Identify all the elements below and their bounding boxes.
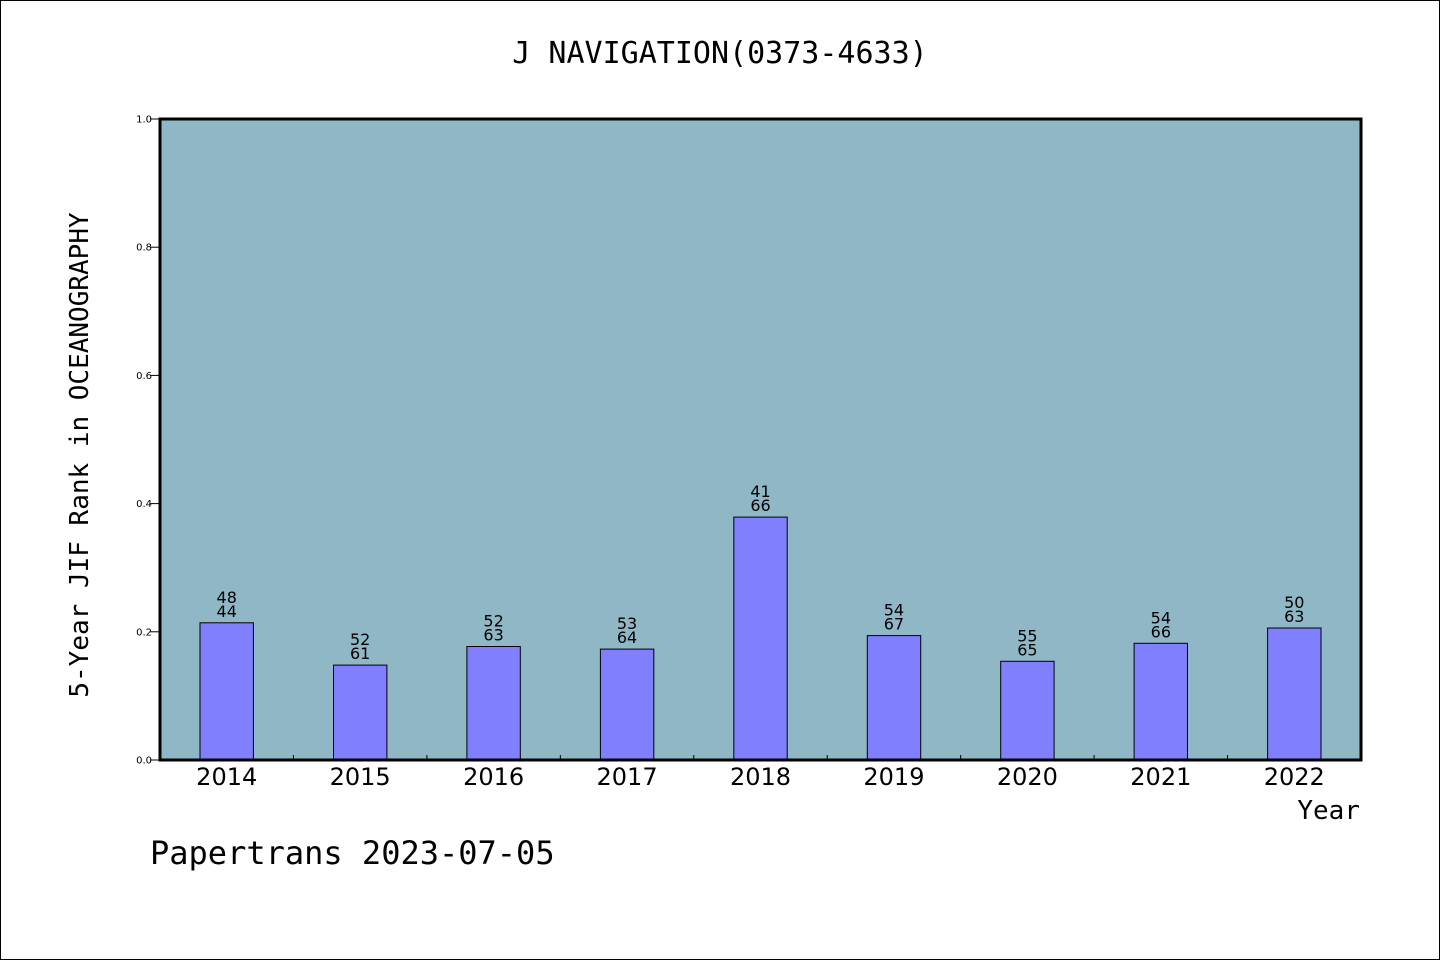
x-axis: 2014 2015 2016 2017 2018 2019 2020 2021 2022 [196,755,1325,791]
x-tick-label-2021: 2021 [1130,763,1191,791]
bar-label-bottom-2022: 63 [1284,607,1304,626]
bar-2017 [599,648,655,761]
bar-2018 [733,516,788,761]
bar-label-top-2021: 54 [1151,608,1171,627]
bar-label-top-2016: 52 [483,612,503,631]
y-tick-label: 0.4 [136,499,152,510]
y-tick-label: 0.2 [136,627,152,638]
y-tick-label: 0.6 [136,371,152,382]
y-axis: 0.0 0.2 0.4 0.6 0.8 1.0 [136,115,160,767]
bar-label-bottom-2018: 66 [750,496,770,515]
bar-label-top-2015: 52 [350,630,370,649]
y-tick-label: 0.8 [136,243,152,254]
bar-2015 [333,664,388,761]
bar-2022 [1267,627,1322,761]
bar-label-bottom-2020: 65 [1017,640,1037,659]
x-tick-label-2016: 2016 [463,763,524,791]
x-tick-label-2014: 2014 [196,763,257,791]
bar-label-bottom-2021: 66 [1151,622,1171,641]
bar-label-bottom-2015: 61 [350,644,370,663]
bar-label-top-2017: 53 [617,614,637,633]
bar-label-top-2022: 50 [1284,593,1304,612]
x-tick-label-2015: 2015 [330,763,391,791]
y-tick-label: 0.0 [136,756,152,767]
bar-2020 [1000,660,1055,761]
bar-label-bottom-2016: 63 [483,626,503,645]
plot-border [158,117,1363,762]
bar-label-top-2020: 55 [1017,626,1037,645]
bar-2019 [866,635,922,761]
bar-label-bottom-2014: 44 [217,602,237,621]
bar-label-top-2018: 41 [750,482,770,501]
x-tick-label-2019: 2019 [863,763,924,791]
x-axis-label: Year [1297,796,1360,826]
bar-2014 [199,622,254,761]
footer-credit: Papertrans 2023-07-05 [150,834,555,872]
bar-2021 [1133,642,1188,761]
bar-2016 [466,646,521,761]
x-tick-label-2020: 2020 [997,763,1058,791]
x-tick-label-2017: 2017 [597,763,658,791]
x-tick-label-2018: 2018 [730,763,791,791]
x-tick-label-2022: 2022 [1264,763,1325,791]
bar-label-bottom-2019: 67 [884,615,904,634]
bar-label-bottom-2017: 64 [617,628,637,647]
chart-title: J NAVIGATION(0373-4633) [512,36,928,71]
bar-label-top-2019: 54 [884,601,904,620]
y-tick-label: 1.0 [136,115,152,126]
bar-label-top-2014: 48 [217,588,237,607]
